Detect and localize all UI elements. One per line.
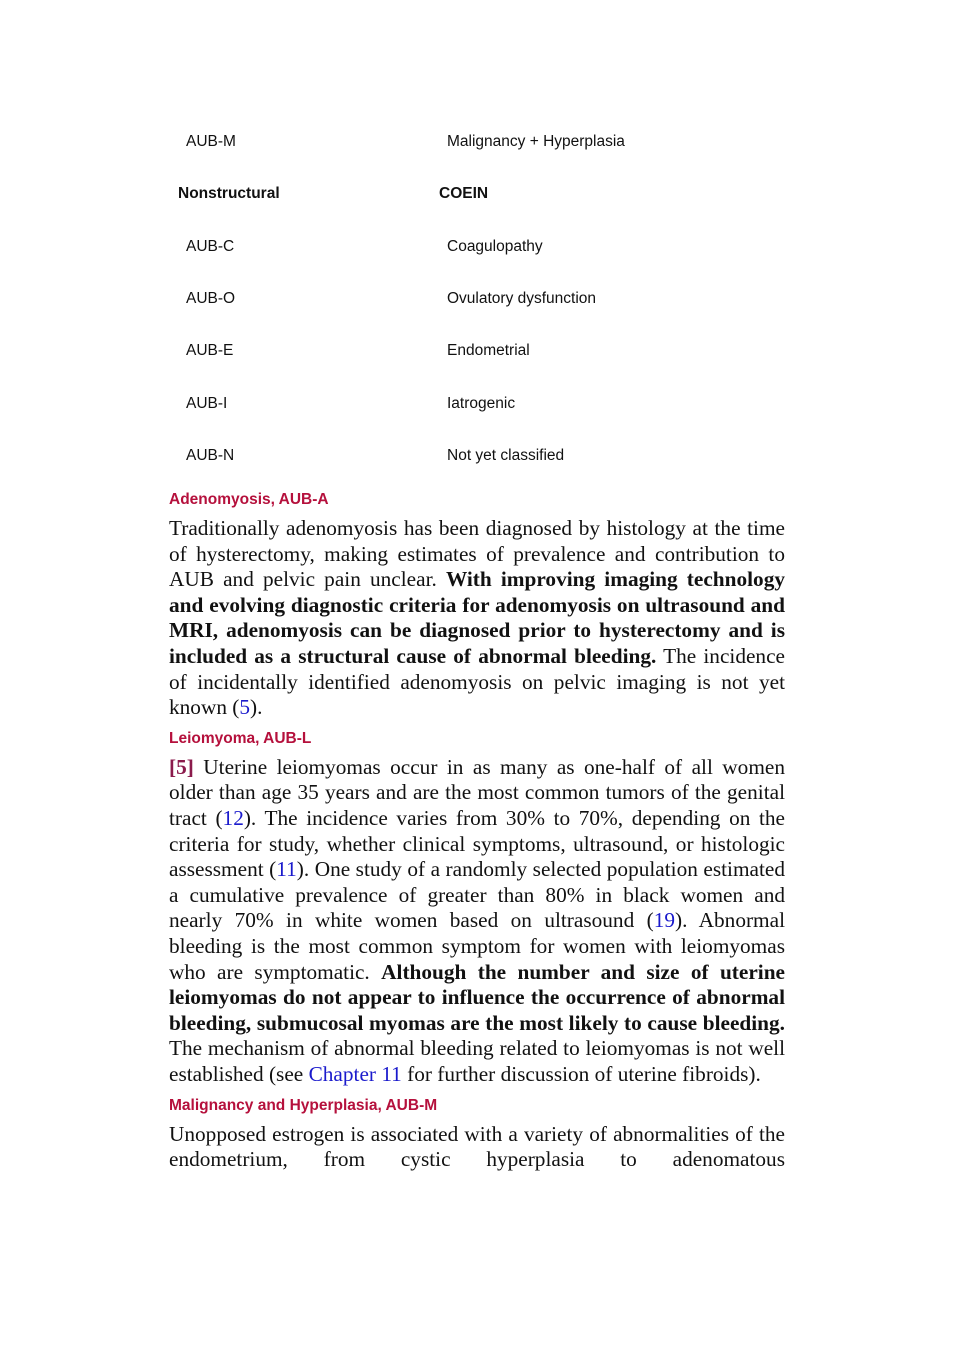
page-ref: [5]	[169, 754, 194, 779]
cell: AUB-I	[186, 394, 228, 412]
cell: Endometrial	[447, 342, 530, 360]
text: for further discussion of uterine fibroi…	[401, 1061, 761, 1086]
table-row: AUB-C Coagulopathy	[169, 221, 785, 273]
text: Uterine leiomyomas occur in as many as o…	[169, 754, 785, 831]
cell: AUB-N	[186, 446, 235, 464]
cell: COEIN	[439, 185, 489, 203]
reference-link[interactable]: 11	[276, 857, 297, 882]
cell: AUB-C	[186, 237, 235, 255]
text: ).	[250, 695, 263, 720]
content: AUB-M Malignancy + Hyperplasia Nonstructu…	[169, 116, 785, 1179]
reference-link[interactable]: 19	[653, 908, 676, 933]
table-row: AUB-O Ovulatory dysfunction	[169, 273, 785, 325]
section-heading: Adenomyosis, AUB-A	[169, 491, 329, 509]
chapter-link[interactable]: Chapter 11	[308, 1061, 402, 1086]
section-heading: Malignancy and Hyperplasia, AUB-M	[169, 1096, 438, 1114]
cell: AUB-M	[186, 133, 236, 151]
paragraph: Unopposed estrogen is associated with a …	[169, 1122, 785, 1173]
cell: Coagulopathy	[447, 237, 543, 255]
bold-text: With improving imaging technology and ev…	[169, 567, 785, 669]
cell: AUB-O	[186, 290, 236, 308]
table-row: AUB-E Endometrial	[169, 325, 785, 377]
text: The mechanism of abnormal bleeding relat…	[169, 1036, 785, 1086]
text: ). Abnormal bleeding is the most common …	[169, 908, 785, 984]
cell: Malignancy + Hyperplasia	[447, 133, 625, 151]
table-row: AUB-M Malignancy + Hyperplasia	[169, 116, 785, 168]
bold-text: Although the number and size of uterine …	[169, 959, 786, 1035]
paragraph: [5] Uterine leiomyomas occur in as many …	[169, 755, 785, 1088]
cell: Not yet classified	[447, 446, 565, 464]
section-heading: Leiomyoma, AUB-L	[169, 729, 312, 747]
text: The incidence of incidentally identified…	[169, 644, 785, 720]
text: Unopposed estrogen is associated with a …	[169, 1121, 785, 1172]
cell: Iatrogenic	[447, 394, 516, 412]
text: ). One study of a randomly selected popu…	[169, 857, 785, 933]
table-row: AUB-N Not yet classified	[169, 430, 785, 482]
paragraph: Traditionally adenomyosis has been diagn…	[169, 516, 785, 721]
text: ). The incidence varies from 30% to 70%,…	[169, 806, 785, 882]
cell: Ovulatory dysfunction	[447, 290, 597, 308]
reference-link[interactable]: 5	[239, 695, 251, 720]
cell: Nonstructural	[178, 185, 280, 203]
table-group-header: Nonstructural COEIN	[169, 168, 785, 220]
text: Traditionally adenomyosis has been diagn…	[169, 516, 785, 592]
table-row: AUB-I Iatrogenic	[169, 377, 785, 429]
cell: AUB-E	[186, 342, 234, 360]
reference-link[interactable]: 12	[222, 806, 244, 831]
